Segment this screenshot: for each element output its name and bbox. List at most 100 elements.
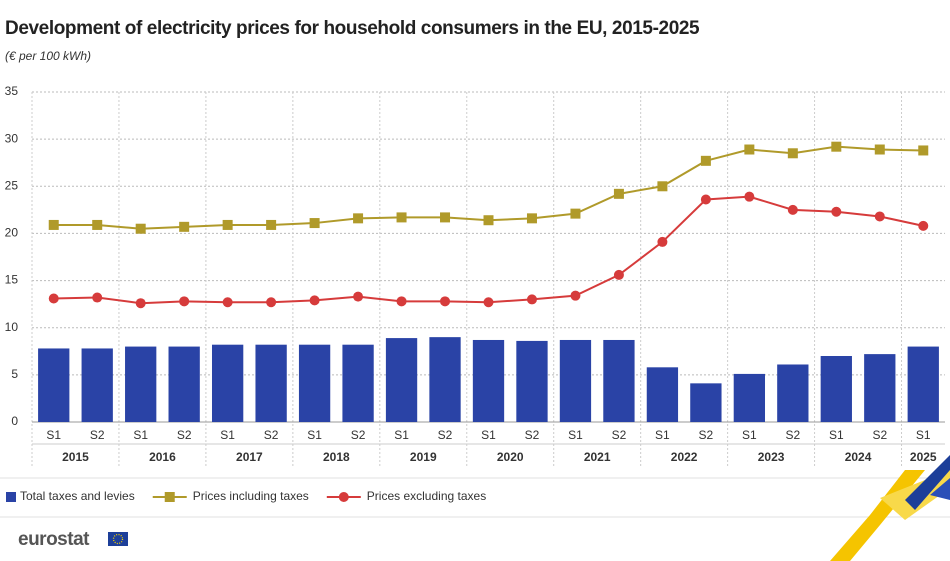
x-tick-label: S2 <box>264 428 279 442</box>
group-label: 2018 <box>323 450 350 464</box>
marker <box>831 141 842 152</box>
marker <box>396 212 407 223</box>
marker <box>744 191 755 202</box>
bar <box>864 354 896 422</box>
group-label: 2023 <box>758 450 785 464</box>
y-tick-label: 5 <box>11 367 18 381</box>
x-tick-label: S2 <box>525 428 540 442</box>
group-label: 2020 <box>497 450 524 464</box>
marker <box>266 297 277 308</box>
bar <box>429 337 461 422</box>
x-tick-label: S1 <box>655 428 670 442</box>
x-tick-label: S1 <box>220 428 235 442</box>
marker <box>700 194 711 205</box>
bar <box>81 348 113 422</box>
x-tick-label: S1 <box>916 428 931 442</box>
marker <box>918 220 929 231</box>
group-label: 2024 <box>845 450 872 464</box>
x-tick-label: S1 <box>133 428 148 442</box>
marker <box>396 296 407 307</box>
bar <box>777 364 809 422</box>
marker <box>179 296 190 307</box>
marker <box>179 221 190 232</box>
marker <box>700 155 711 166</box>
bar <box>820 356 852 422</box>
x-tick-label: S2 <box>872 428 887 442</box>
bar <box>559 339 592 422</box>
bar <box>298 344 331 422</box>
group-label: 2016 <box>149 450 176 464</box>
y-tick-label: 15 <box>5 273 19 287</box>
bar <box>125 346 157 422</box>
legend-label: Total taxes and levies <box>20 489 135 503</box>
marker <box>92 292 103 303</box>
x-tick-label: S2 <box>438 428 453 442</box>
bar <box>472 339 505 422</box>
x-tick-label: S1 <box>307 428 322 442</box>
group-label: 2021 <box>584 450 611 464</box>
y-tick-label: 30 <box>5 131 19 145</box>
y-tick-label: 25 <box>5 178 19 192</box>
x-tick-label: S2 <box>177 428 192 442</box>
marker <box>353 291 364 302</box>
marker <box>309 295 320 306</box>
marker <box>526 294 537 305</box>
x-tick-label: S2 <box>351 428 366 442</box>
marker <box>266 219 277 230</box>
marker <box>48 293 59 304</box>
marker <box>570 290 581 301</box>
bar <box>603 339 635 422</box>
legend-label: Prices including taxes <box>193 489 309 503</box>
group-label: 2022 <box>671 450 698 464</box>
x-tick-label: S1 <box>568 428 583 442</box>
bar <box>255 344 287 422</box>
marker <box>831 206 842 217</box>
bar <box>168 346 200 422</box>
marker <box>440 296 451 307</box>
marker <box>135 298 146 309</box>
group-label: 2025 <box>910 450 937 464</box>
bar <box>907 346 939 422</box>
x-tick-label: S2 <box>612 428 627 442</box>
marker <box>570 208 581 219</box>
x-tick-label: S1 <box>394 428 409 442</box>
marker <box>874 144 885 155</box>
legend-swatch <box>164 492 175 502</box>
bar <box>646 367 679 422</box>
group-label: 2015 <box>62 450 89 464</box>
x-tick-label: S2 <box>699 428 714 442</box>
bar <box>385 338 418 422</box>
bar <box>38 348 70 422</box>
marker <box>135 223 146 234</box>
y-tick-label: 10 <box>5 320 19 334</box>
bar <box>516 340 548 422</box>
marker <box>48 219 59 230</box>
x-tick-label: S2 <box>90 428 105 442</box>
bar <box>733 373 766 422</box>
marker <box>874 211 885 222</box>
marker <box>526 213 537 224</box>
marker <box>483 215 494 226</box>
marker <box>613 188 624 199</box>
decoration <box>830 455 950 561</box>
chart-subtitle: (€ per 100 kWh) <box>5 49 91 63</box>
marker <box>222 297 233 308</box>
marker <box>787 204 798 215</box>
legend-swatch <box>6 492 16 502</box>
bar <box>211 344 244 422</box>
bar <box>690 383 722 422</box>
marker <box>92 219 103 230</box>
marker <box>222 219 233 230</box>
bar <box>342 344 374 422</box>
marker <box>353 213 364 224</box>
x-tick-label: S1 <box>829 428 844 442</box>
marker <box>440 212 451 223</box>
logo-text: eurostat <box>18 529 90 550</box>
marker <box>918 145 929 156</box>
y-tick-label: 35 <box>5 84 19 98</box>
x-tick-label: S1 <box>481 428 496 442</box>
x-tick-label: S2 <box>785 428 800 442</box>
eu-flag <box>108 532 128 546</box>
marker <box>483 297 494 308</box>
